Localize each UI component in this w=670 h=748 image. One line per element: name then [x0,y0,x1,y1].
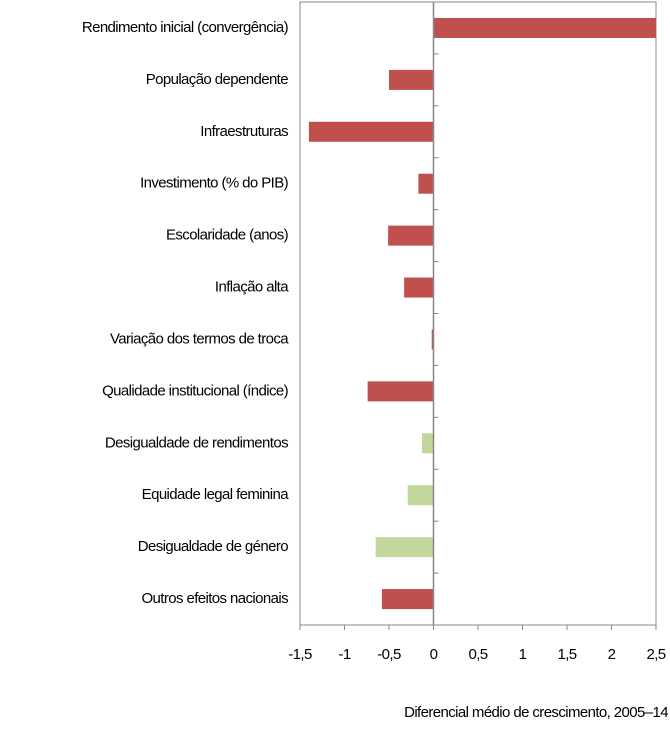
x-tick-label: 1,5 [557,646,576,663]
bar [421,433,434,454]
bar [388,225,434,246]
bar [375,537,434,558]
x-tick-label: 0 [430,646,438,663]
bar [404,277,434,298]
y-tick-label: Infraestruturas [200,123,288,140]
y-tick-label: Outros efeitos nacionais [141,590,288,607]
x-tick-label: -0,5 [377,646,401,663]
bar [418,173,434,194]
y-tick-label: Qualidade institucional (índice) [102,382,289,399]
x-tick-label: -1 [338,646,350,663]
bar [389,69,434,90]
y-tick-label: Escolaridade (anos) [166,227,289,244]
x-tick-label: -1,5 [288,646,312,663]
bar [433,17,656,38]
x-tick-label: 2,5 [646,646,665,663]
y-tick-label: Rendimento inicial (convergência) [82,19,289,36]
y-tick-label: Desigualdade de rendimentos [105,434,288,451]
y-tick-label: Desigualdade de género [138,538,289,555]
x-tick-label: 0,5 [468,646,487,663]
bar [381,589,434,610]
bar [367,381,434,402]
y-tick-label: População dependente [146,71,289,88]
y-tick-label: Variação dos termos de troca [110,330,289,347]
bar [308,121,434,142]
plot-frame [299,1,657,626]
bar [407,485,434,506]
x-tick-label: 1 [519,646,527,663]
bar [431,329,434,350]
x-axis-label: Diferencial médio de crescimento, 2005–1… [404,704,668,721]
y-tick-label: Inflação alta [215,279,289,296]
y-tick-label: Equidade legal feminina [142,486,290,503]
y-tick-label: Investimento (% do PIB) [140,175,289,192]
x-tick-label: 2 [608,646,616,663]
